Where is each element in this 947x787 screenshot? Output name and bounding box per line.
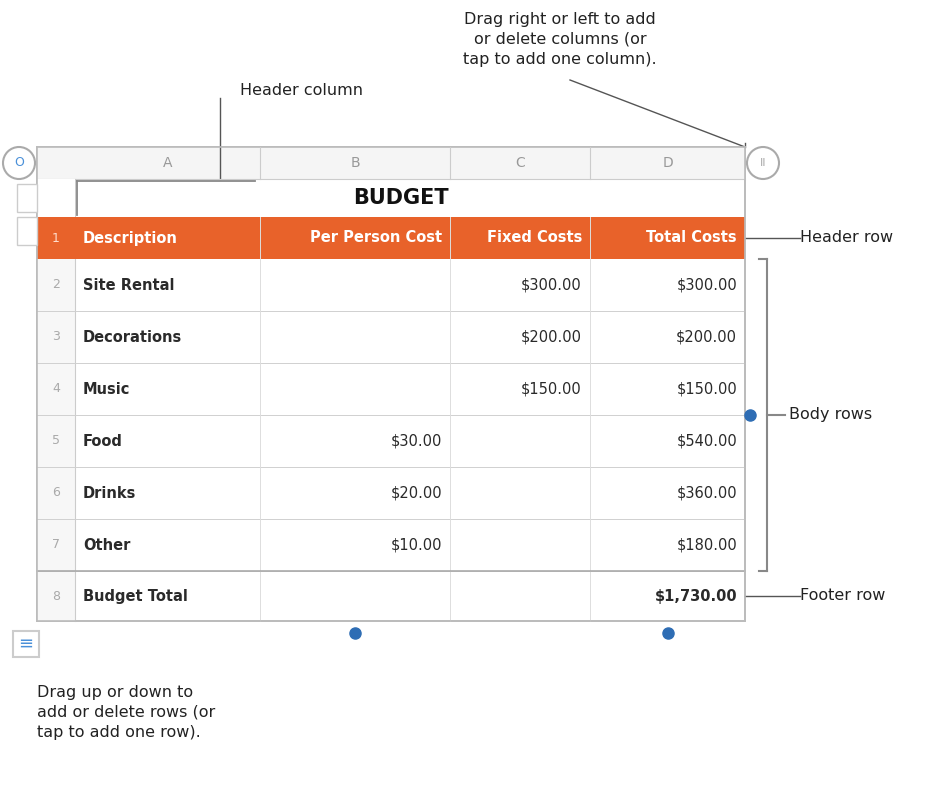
Text: Budget Total: Budget Total	[83, 589, 188, 604]
Text: A: A	[163, 156, 172, 170]
Bar	[17, 217, 37, 245]
Text: Other: Other	[83, 538, 131, 552]
Text: $300.00: $300.00	[521, 278, 582, 293]
Text: O: O	[14, 157, 24, 169]
Text: $150.00: $150.00	[676, 382, 737, 397]
Text: 4: 4	[52, 382, 60, 396]
Text: Description: Description	[83, 231, 178, 246]
Text: $540.00: $540.00	[676, 434, 737, 449]
Text: $200.00: $200.00	[676, 330, 737, 345]
Text: BUDGET: BUDGET	[353, 188, 449, 208]
Text: $180.00: $180.00	[676, 538, 737, 552]
Circle shape	[3, 147, 35, 179]
Text: Site Rental: Site Rental	[83, 278, 174, 293]
Bar	[13, 631, 39, 657]
Text: Header row: Header row	[800, 231, 893, 246]
Text: Drinks: Drinks	[83, 486, 136, 501]
Text: 3: 3	[52, 331, 60, 343]
Text: 1: 1	[52, 231, 60, 245]
Text: $360.00: $360.00	[676, 486, 737, 501]
Bar	[37, 147, 745, 179]
Text: $150.00: $150.00	[521, 382, 582, 397]
Text: 2: 2	[52, 279, 60, 291]
Text: Fixed Costs: Fixed Costs	[487, 231, 582, 246]
Text: $10.00: $10.00	[390, 538, 442, 552]
Bar	[37, 147, 745, 621]
Text: C: C	[515, 156, 525, 170]
Text: $200.00: $200.00	[521, 330, 582, 345]
Text: II: II	[759, 158, 766, 168]
Bar	[37, 179, 75, 217]
Text: $300.00: $300.00	[676, 278, 737, 293]
Text: Footer row: Footer row	[800, 589, 885, 604]
Text: 7: 7	[52, 538, 60, 552]
Circle shape	[747, 147, 779, 179]
Text: B: B	[350, 156, 360, 170]
Bar	[37, 217, 745, 259]
Text: ≡: ≡	[18, 635, 33, 653]
Text: Header column: Header column	[240, 83, 363, 98]
Text: Drag right or left to add
or delete columns (or
tap to add one column).: Drag right or left to add or delete colu…	[463, 12, 657, 67]
Text: Total Costs: Total Costs	[647, 231, 737, 246]
Text: Music: Music	[83, 382, 131, 397]
Text: $30.00: $30.00	[390, 434, 442, 449]
Text: Drag up or down to
add or delete rows (or
tap to add one row).: Drag up or down to add or delete rows (o…	[37, 685, 215, 740]
Text: $20.00: $20.00	[390, 486, 442, 501]
Text: 8: 8	[52, 589, 60, 603]
Text: Per Person Cost: Per Person Cost	[310, 231, 442, 246]
Text: D: D	[662, 156, 673, 170]
Text: Body rows: Body rows	[789, 408, 872, 423]
Bar	[37, 179, 75, 621]
Bar	[17, 184, 37, 212]
Text: $1,730.00: $1,730.00	[654, 589, 737, 604]
Text: Food: Food	[83, 434, 123, 449]
Text: Decorations: Decorations	[83, 330, 182, 345]
Text: 5: 5	[52, 434, 60, 448]
Text: 6: 6	[52, 486, 60, 500]
